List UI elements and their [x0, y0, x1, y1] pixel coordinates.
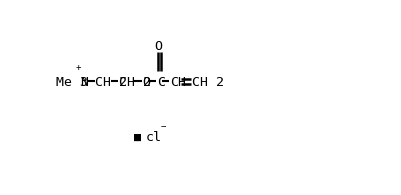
Text: cl: cl	[146, 130, 162, 144]
Text: CH: CH	[170, 76, 186, 90]
Text: +: +	[76, 63, 81, 72]
Text: CH 2: CH 2	[119, 76, 151, 90]
Text: −: −	[161, 121, 166, 130]
Text: ■: ■	[134, 130, 141, 144]
Text: C: C	[157, 76, 165, 90]
Text: N: N	[80, 76, 88, 90]
Text: CH 2: CH 2	[95, 76, 127, 90]
Text: O: O	[154, 40, 162, 53]
Text: O: O	[142, 76, 150, 90]
Text: Me 3: Me 3	[56, 76, 88, 90]
Text: CH 2: CH 2	[192, 76, 223, 90]
